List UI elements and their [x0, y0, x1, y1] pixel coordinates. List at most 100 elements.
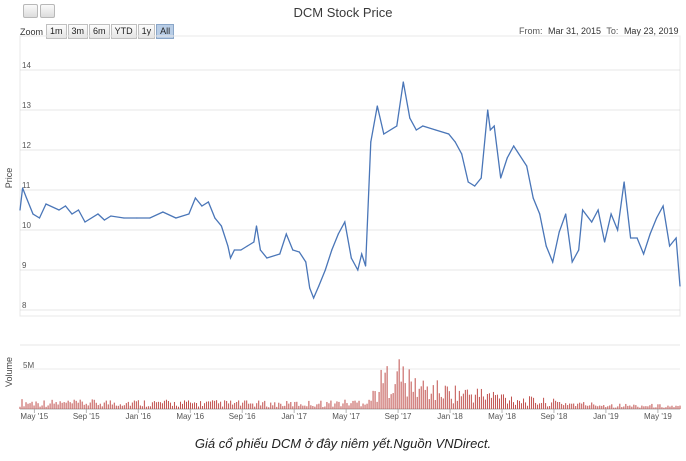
download-icon[interactable]: [23, 4, 38, 18]
zoom-button-1m[interactable]: 1m: [46, 24, 67, 39]
volume-bar: [519, 400, 521, 409]
x-tick-label: Jan '16: [125, 412, 151, 421]
volume-bar: [202, 406, 204, 409]
volume-bar: [553, 398, 555, 409]
volume-bar: [621, 407, 623, 409]
volume-bar: [83, 404, 85, 409]
volume-bar: [543, 397, 545, 409]
zoom-button-6m[interactable]: 6m: [89, 24, 110, 39]
volume-bar: [661, 407, 663, 409]
volume-bar: [559, 402, 561, 409]
x-tick-label: May '17: [332, 412, 360, 421]
volume-bar: [25, 402, 27, 409]
date-range: From: Mar 31, 2015 To: May 23, 2019: [519, 26, 681, 36]
volume-bar: [264, 400, 266, 409]
volume-bar: [585, 405, 587, 409]
volume-bar: [539, 403, 541, 409]
volume-bar: [581, 403, 583, 409]
volume-bar: [69, 402, 71, 409]
volume-bar: [426, 386, 428, 409]
volume-bar: [246, 400, 248, 409]
volume-bar: [186, 401, 188, 409]
volume-bar: [308, 400, 310, 409]
zoom-button-ytd[interactable]: YTD: [110, 24, 137, 39]
volume-bar: [109, 400, 111, 409]
volume-bar: [667, 405, 669, 409]
volume-bar: [300, 404, 302, 409]
volume-bar: [671, 405, 673, 409]
volume-bar: [129, 405, 131, 409]
zoom-button-1y[interactable]: 1y: [137, 24, 156, 39]
range-from-label: From:: [519, 26, 543, 36]
volume-bar: [378, 391, 380, 409]
volume-bar: [500, 394, 502, 409]
volume-bar: [77, 402, 79, 409]
volume-bar: [290, 401, 292, 409]
volume-bar: [238, 400, 240, 409]
volume-bar: [665, 407, 667, 409]
volume-bar: [468, 394, 470, 409]
volume-bar: [55, 402, 57, 409]
volume-bar: [228, 403, 230, 409]
volume-bar: [502, 394, 504, 409]
volume-bar: [196, 402, 198, 409]
volume-bar: [57, 404, 59, 409]
zoom-button-all[interactable]: All: [156, 24, 175, 39]
volume-bar: [533, 397, 535, 409]
volume-bar: [631, 406, 633, 409]
volume-bar: [541, 402, 543, 409]
figure-caption: Giá cổ phiếu DCM ở đây niêm yết.Nguồn VN…: [194, 436, 492, 451]
volume-bar: [376, 401, 378, 409]
x-tick-label: May '15: [20, 412, 48, 421]
volume-bar: [324, 406, 326, 409]
volume-bar: [348, 405, 350, 409]
volume-bar: [625, 403, 627, 409]
print-icon[interactable]: [40, 4, 55, 18]
volume-bar: [198, 406, 200, 409]
volume-bar: [352, 400, 354, 409]
volume-bar: [478, 396, 480, 409]
volume-bar: [450, 398, 452, 409]
volume-bar: [149, 406, 151, 409]
range-from-input[interactable]: Mar 31, 2015: [548, 26, 602, 36]
volume-bar: [370, 400, 372, 409]
volume-bar: [296, 401, 298, 409]
volume-bar: [23, 406, 25, 409]
volume-bar: [515, 404, 517, 409]
volume-bar: [454, 385, 456, 409]
volume-bar: [288, 403, 290, 409]
volume-bar: [382, 383, 384, 409]
volume-bar: [571, 403, 573, 409]
volume-bar: [549, 406, 551, 409]
volume-bar: [537, 404, 539, 409]
volume-bar: [165, 399, 167, 409]
volume-bar: [438, 393, 440, 409]
price-tick-label: 12: [22, 141, 31, 150]
volume-bar: [222, 406, 224, 409]
range-to-input[interactable]: May 23, 2019: [623, 26, 679, 36]
volume-bar: [380, 369, 382, 409]
volume-bar: [151, 402, 153, 409]
volume-bar: [476, 388, 478, 409]
volume-bar: [31, 401, 33, 409]
volume-bar: [472, 402, 474, 409]
volume-bar: [81, 401, 83, 409]
volume-bar: [531, 396, 533, 409]
volume-bar: [601, 405, 603, 409]
zoom-button-3m[interactable]: 3m: [67, 24, 89, 39]
volume-bar: [97, 405, 99, 409]
volume-bar: [551, 402, 553, 409]
volume-bar: [141, 406, 143, 409]
volume-bar: [659, 404, 661, 409]
volume-bar: [232, 404, 234, 409]
volume-bar: [95, 402, 97, 409]
volume-bar: [577, 403, 579, 409]
volume-bar: [649, 405, 651, 409]
volume-bar: [675, 405, 677, 409]
volume-bar: [266, 406, 268, 409]
volume-bar: [354, 400, 356, 409]
volume-bar: [105, 400, 107, 409]
volume-bar: [29, 403, 31, 409]
volume-bar: [338, 401, 340, 409]
